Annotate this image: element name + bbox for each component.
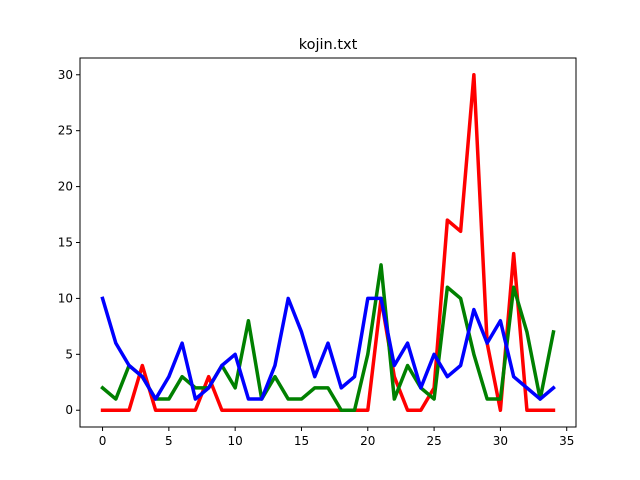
x-tick-label: 20 <box>360 434 375 448</box>
y-tick-label: 15 <box>58 236 73 250</box>
y-tick-label: 20 <box>58 180 73 194</box>
chart-title: kojin.txt <box>299 37 358 53</box>
x-tick-label: 25 <box>426 434 441 448</box>
y-tick-label: 10 <box>58 291 73 305</box>
series-layer <box>100 73 556 412</box>
x-tick-label: 5 <box>165 434 173 448</box>
series-line-1 <box>100 73 556 412</box>
series-line-2 <box>100 263 556 412</box>
x-tick-label: 30 <box>493 434 508 448</box>
y-tick-label: 30 <box>58 68 73 82</box>
x-tick-label: 35 <box>559 434 574 448</box>
x-tick-label: 0 <box>99 434 107 448</box>
x-tick-label: 15 <box>294 434 309 448</box>
series-line-3 <box>100 296 556 401</box>
y-tick-label: 0 <box>65 403 73 417</box>
y-tick-label: 25 <box>58 124 73 138</box>
axes-layer: 0 5 10 15 20 25 30 35 0 5 10 15 20 25 30 <box>58 57 577 448</box>
x-tick-label: 10 <box>228 434 243 448</box>
y-tick-label: 5 <box>65 347 73 361</box>
